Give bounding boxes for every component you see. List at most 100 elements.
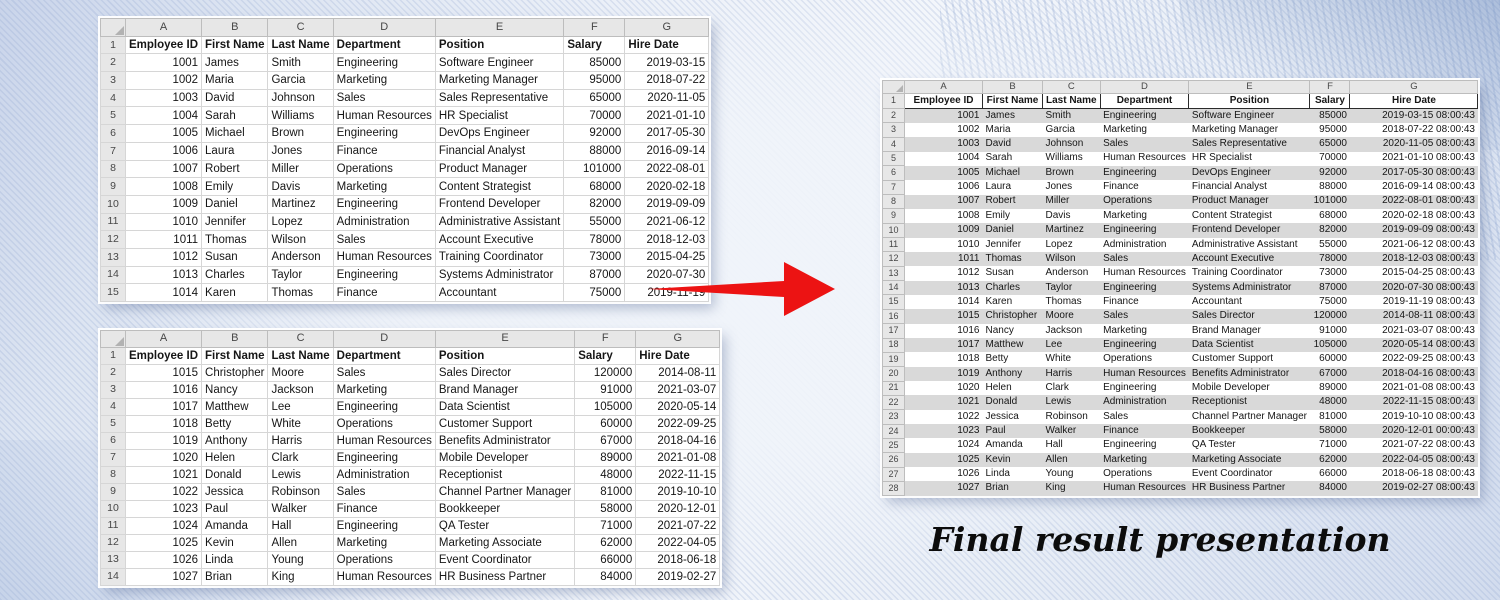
header-first-name[interactable]: First Name xyxy=(201,347,269,365)
cell[interactable]: 2022-08-01 xyxy=(624,159,710,179)
cell[interactable]: Walker xyxy=(1042,424,1101,439)
cell[interactable]: Sales xyxy=(1100,137,1189,152)
column-letter-g[interactable]: G xyxy=(1349,80,1479,94)
cell[interactable]: Financial Analyst xyxy=(434,141,565,161)
cell[interactable]: 2019-09-09 xyxy=(624,194,710,214)
cell[interactable]: Event Coordinator xyxy=(1188,467,1310,482)
cell[interactable]: 2017-05-30 08:00:43 xyxy=(1349,165,1478,181)
cell[interactable]: 1025 xyxy=(904,452,983,468)
row-number[interactable]: 9 xyxy=(882,208,905,224)
cell[interactable]: 105000 xyxy=(574,398,637,416)
cell[interactable]: 78000 xyxy=(1309,251,1350,267)
cell[interactable]: Jennifer xyxy=(201,212,269,232)
cell[interactable]: 2022-11-15 08:00:43 xyxy=(1349,395,1478,410)
cell[interactable]: 2020-11-05 08:00:43 xyxy=(1349,137,1478,152)
cell[interactable]: 62000 xyxy=(574,534,637,552)
cell[interactable]: Marketing xyxy=(332,534,436,552)
cell[interactable]: Administration xyxy=(332,212,436,232)
cell[interactable]: Human Resources xyxy=(332,247,436,267)
cell[interactable]: Sales xyxy=(332,230,436,249)
cell[interactable]: 85000 xyxy=(1309,108,1350,123)
cell[interactable]: Linda xyxy=(201,551,269,569)
cell[interactable]: Harris xyxy=(1042,366,1101,382)
row-number[interactable]: 12 xyxy=(882,251,905,267)
cell[interactable]: Systems Administrator xyxy=(1188,280,1310,295)
cell[interactable]: Amanda xyxy=(201,517,269,535)
cell[interactable]: Wilson xyxy=(1042,251,1101,267)
column-letter-e[interactable]: E xyxy=(434,18,565,37)
cell[interactable]: Brand Manager xyxy=(434,381,576,399)
cell[interactable]: 1011 xyxy=(904,251,983,267)
cell[interactable]: 1019 xyxy=(124,432,203,450)
cell[interactable]: 2022-09-25 08:00:43 xyxy=(1349,352,1478,367)
cell[interactable]: 2016-09-14 08:00:43 xyxy=(1349,180,1478,195)
cell[interactable]: Moore xyxy=(1042,309,1101,324)
cell[interactable]: 1003 xyxy=(904,137,983,152)
cell[interactable]: 2022-04-05 08:00:43 xyxy=(1349,452,1478,468)
cell[interactable]: Operations xyxy=(332,415,436,433)
cell[interactable]: 1017 xyxy=(124,398,203,416)
row-number[interactable]: 25 xyxy=(882,437,905,454)
cell[interactable]: 1006 xyxy=(124,141,203,161)
cell[interactable]: 48000 xyxy=(574,466,637,484)
cell[interactable]: 1002 xyxy=(124,71,203,90)
cell[interactable]: 2019-03-15 xyxy=(624,53,710,73)
cell[interactable]: Karen xyxy=(982,294,1043,310)
header-last-name[interactable]: Last Name xyxy=(267,35,334,55)
cell[interactable]: Frontend Developer xyxy=(1188,223,1310,238)
cell[interactable]: 2022-09-25 xyxy=(635,415,721,433)
row-number[interactable]: 11 xyxy=(100,212,126,232)
column-letter-b[interactable]: B xyxy=(201,18,269,37)
row-number[interactable]: 14 xyxy=(100,568,126,586)
cell[interactable]: 60000 xyxy=(574,415,637,433)
cell[interactable]: 120000 xyxy=(1309,309,1350,324)
cell[interactable]: Financial Analyst xyxy=(1188,180,1310,195)
row-number[interactable]: 3 xyxy=(100,71,126,90)
row-number[interactable]: 21 xyxy=(882,380,905,396)
cell[interactable]: Karen xyxy=(201,283,269,302)
cell[interactable]: Software Engineer xyxy=(434,53,565,73)
header-salary[interactable]: Salary xyxy=(574,347,637,365)
cell[interactable]: Michael xyxy=(982,165,1043,181)
column-letter-b[interactable]: B xyxy=(982,80,1043,94)
cell[interactable]: 88000 xyxy=(563,141,626,161)
cell[interactable]: Engineering xyxy=(1100,223,1189,238)
cell[interactable]: 2020-12-01 00:00:43 xyxy=(1349,424,1478,439)
header-employee-id[interactable]: Employee ID xyxy=(904,93,983,109)
cell[interactable]: Wilson xyxy=(267,230,334,249)
cell[interactable]: 1023 xyxy=(124,500,203,518)
cell[interactable]: Customer Support xyxy=(434,415,576,433)
cell[interactable]: 95000 xyxy=(563,71,626,90)
column-letter-g[interactable]: G xyxy=(624,18,710,37)
cell[interactable]: Jessica xyxy=(201,483,269,501)
row-number[interactable]: 11 xyxy=(882,237,905,253)
cell[interactable]: Sales xyxy=(1100,309,1189,324)
cell[interactable]: 2020-02-18 xyxy=(624,177,710,196)
cell[interactable]: Taylor xyxy=(1042,280,1101,295)
header-salary[interactable]: Salary xyxy=(563,35,626,55)
cell[interactable]: DevOps Engineer xyxy=(434,124,565,143)
cell[interactable]: White xyxy=(1042,352,1101,367)
cell[interactable]: 2022-11-15 xyxy=(635,466,721,484)
cell[interactable]: Sales xyxy=(332,483,436,501)
row-number[interactable]: 15 xyxy=(882,294,905,310)
cell[interactable]: 2021-07-22 08:00:43 xyxy=(1349,438,1478,453)
cell[interactable]: Matthew xyxy=(982,338,1043,353)
cell[interactable]: Young xyxy=(267,551,334,569)
cell[interactable]: Young xyxy=(1042,467,1101,482)
cell[interactable]: Miller xyxy=(1042,194,1101,209)
cell[interactable]: 1005 xyxy=(124,124,203,143)
cell[interactable]: Marketing xyxy=(332,177,436,196)
cell[interactable]: Engineering xyxy=(332,124,436,143)
cell[interactable]: 81000 xyxy=(574,483,637,501)
cell[interactable]: 1016 xyxy=(124,381,203,399)
cell[interactable]: Williams xyxy=(1042,151,1101,166)
cell[interactable]: Engineering xyxy=(1100,438,1189,453)
cell[interactable]: Paul xyxy=(201,500,269,518)
cell[interactable]: Engineering xyxy=(1100,381,1189,396)
cell[interactable]: 2020-07-30 08:00:43 xyxy=(1349,280,1478,295)
cell[interactable]: 2019-11-19 08:00:43 xyxy=(1349,294,1478,310)
cell[interactable]: 68000 xyxy=(1309,208,1350,224)
cell[interactable]: Sales xyxy=(1100,409,1189,425)
cell[interactable]: Mobile Developer xyxy=(1188,381,1310,396)
